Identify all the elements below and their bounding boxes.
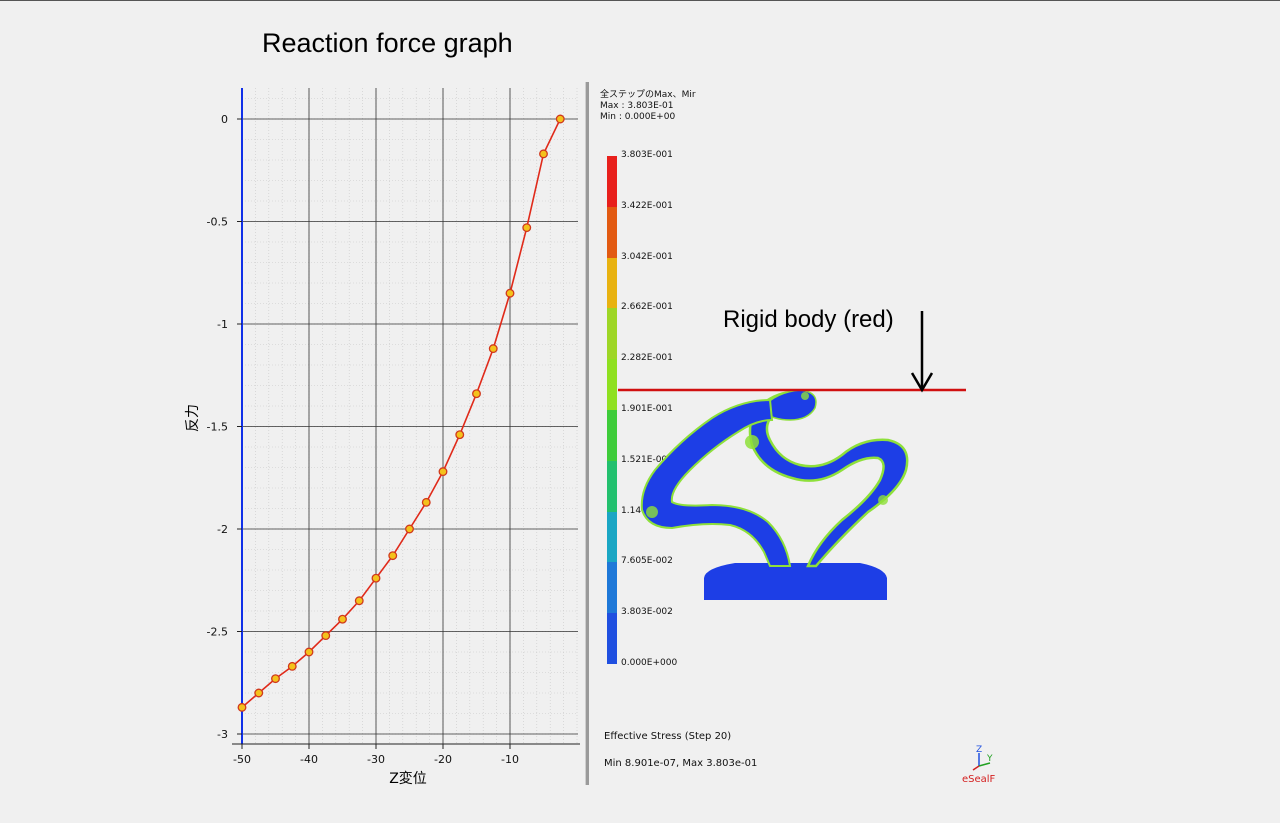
colorbar-label: 1.521E-001 bbox=[621, 454, 673, 465]
reaction-force-chart: -50 -40 -30 -20 -10 0 -0.5 -1 -1.5 -2 -2.5 -3 Z変位 反… bbox=[185, 88, 580, 787]
stress-hotspot bbox=[646, 506, 658, 518]
x-axis-label: Z変位 bbox=[389, 770, 427, 787]
data-point bbox=[271, 674, 280, 684]
major-grid bbox=[242, 88, 578, 744]
x-tick-label: -50 bbox=[233, 753, 251, 766]
x-tick-label: -40 bbox=[300, 753, 318, 766]
colorbar-label: 2.662E-001 bbox=[621, 302, 673, 313]
data-point bbox=[254, 688, 264, 698]
colorbar-label: 0.000E+000 bbox=[621, 658, 678, 668]
data-point bbox=[237, 702, 247, 712]
data-point bbox=[522, 223, 532, 233]
y-tick-label: -2 bbox=[217, 523, 228, 536]
series-markers bbox=[237, 114, 565, 712]
data-point bbox=[421, 497, 431, 507]
data-point bbox=[338, 614, 347, 624]
seal-left-arm bbox=[640, 398, 792, 567]
stress-hotspot bbox=[801, 392, 809, 400]
colorbar-label: 3.803E-002 bbox=[621, 607, 673, 618]
seal-base bbox=[704, 563, 887, 600]
data-point bbox=[455, 430, 465, 440]
result-range: Min 8.901e-07, Max 3.803e-01 bbox=[604, 758, 758, 769]
data-point bbox=[488, 344, 498, 354]
slide-title: Reaction force graph bbox=[262, 28, 513, 58]
colorbar-label: 7.605E-002 bbox=[621, 556, 673, 567]
ticks bbox=[237, 118, 511, 749]
result-title: Effective Stress (Step 20) bbox=[604, 731, 732, 742]
data-point bbox=[321, 631, 331, 641]
brand-label: eSealF bbox=[962, 774, 996, 785]
colorbar-label: 3.803E-001 bbox=[621, 150, 673, 160]
colorbar-band bbox=[607, 156, 617, 207]
data-point bbox=[505, 288, 515, 298]
data-point bbox=[438, 467, 448, 477]
y-tick-label: -3 bbox=[217, 728, 228, 741]
x-tick-label: -20 bbox=[434, 753, 452, 766]
data-point bbox=[539, 149, 548, 159]
colorbar-band bbox=[607, 460, 617, 512]
colorbar-band bbox=[607, 308, 617, 360]
data-point bbox=[388, 551, 398, 561]
legend-header-line: 全ステップのMax、Mir bbox=[600, 90, 696, 100]
data-point bbox=[371, 573, 381, 583]
legend-header-line: Max : 3.803E-01 bbox=[600, 101, 674, 111]
data-point bbox=[472, 389, 481, 399]
stress-hotspot bbox=[878, 495, 888, 505]
y-tick-label: -1 bbox=[217, 318, 228, 331]
legend-header-line: Min : 0.000E+00 bbox=[600, 112, 676, 122]
panel-splitter[interactable] bbox=[585, 82, 589, 785]
colorbar-band bbox=[607, 613, 617, 664]
triad-y-label: Y bbox=[986, 754, 993, 764]
y-tick-label: -0.5 bbox=[207, 216, 228, 229]
stress-hotspot bbox=[745, 435, 759, 449]
colorbar-label: 3.042E-001 bbox=[621, 251, 673, 262]
colorbar-label: 2.282E-001 bbox=[621, 353, 673, 364]
colorbar-band bbox=[607, 206, 617, 258]
colorbar-band bbox=[607, 359, 617, 410]
y-axis-label: 反力 bbox=[185, 404, 201, 432]
colorbar-label: 1.901E-001 bbox=[621, 404, 673, 414]
colorbar-band bbox=[607, 511, 617, 563]
colorbar-band bbox=[607, 257, 617, 309]
tick-labels: -50 -40 -30 -20 -10 0 -0.5 -1 -1.5 -2 -2.5 -3 bbox=[207, 113, 519, 766]
data-point bbox=[287, 661, 297, 671]
legend-header: 全ステップのMax、Mir Max : 3.803E-01 Min : 0.00… bbox=[600, 90, 696, 123]
stress-colorbar bbox=[607, 156, 617, 664]
data-point bbox=[354, 596, 364, 606]
axes-triad-icon: Z Y bbox=[972, 745, 993, 771]
colorbar-label: 3.422E-001 bbox=[621, 200, 673, 211]
x-tick-label: -30 bbox=[367, 753, 385, 766]
colorbar-band bbox=[607, 562, 617, 614]
data-point bbox=[304, 647, 314, 657]
triad-z-label: Z bbox=[976, 745, 982, 755]
x-tick-label: -10 bbox=[501, 753, 519, 766]
rigid-body-annotation: Rigid body (red) bbox=[723, 306, 894, 333]
y-tick-label: 0 bbox=[221, 113, 228, 126]
arrow-down-icon bbox=[910, 372, 934, 393]
y-tick-label: -1.5 bbox=[207, 421, 228, 434]
window-top-border bbox=[0, 0, 1280, 1]
colorbar-band bbox=[607, 409, 617, 461]
y-tick-label: -2.5 bbox=[207, 626, 228, 639]
data-point bbox=[555, 114, 565, 124]
data-point bbox=[405, 524, 414, 534]
